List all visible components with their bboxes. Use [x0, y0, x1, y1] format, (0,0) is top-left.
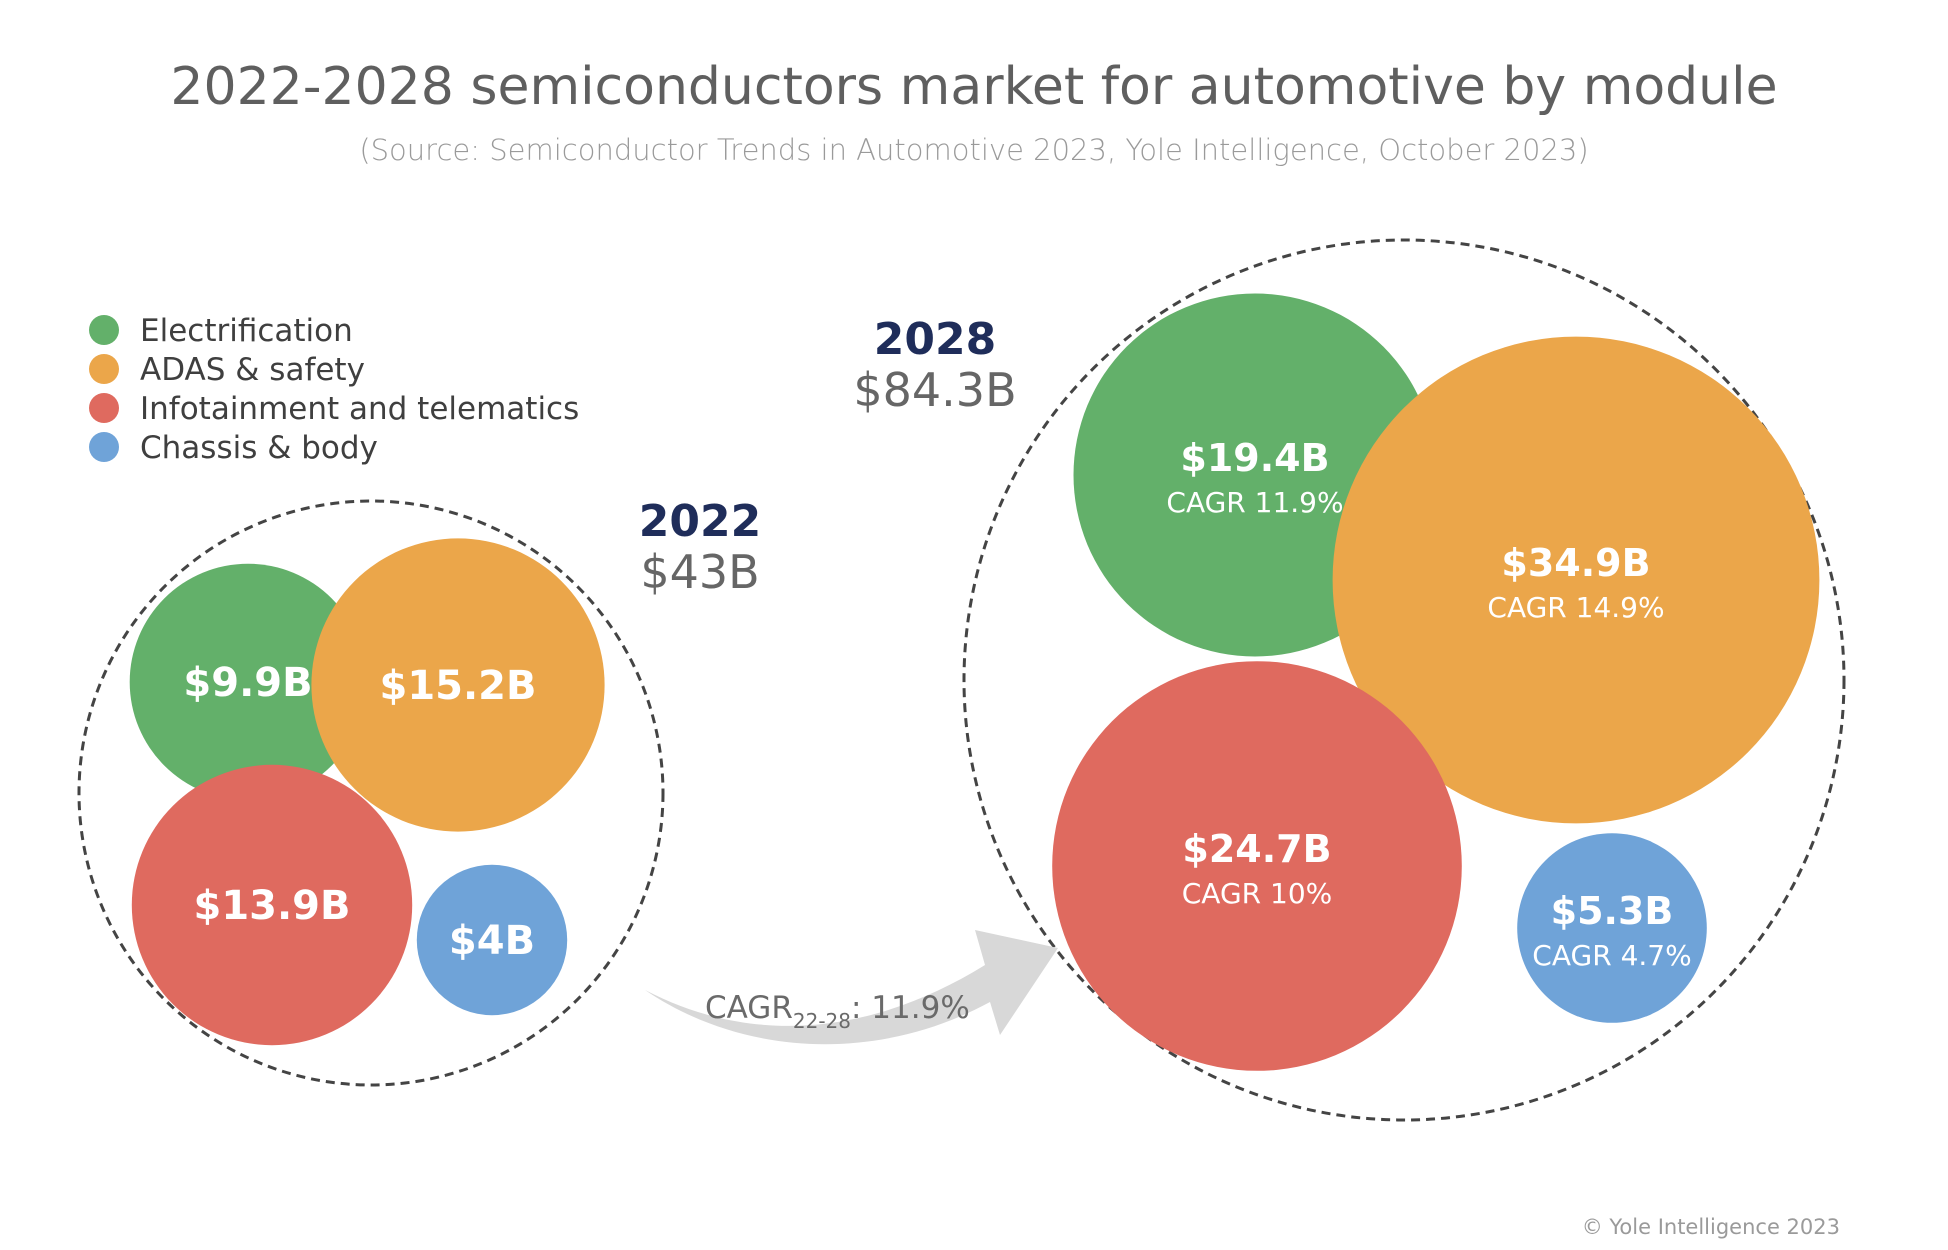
bubble-value-adas-safety-2022: $15.2B — [379, 663, 536, 709]
growth-arrow-shape — [645, 930, 1058, 1045]
growth-arrow: CAGR22-28: 11.9% — [645, 930, 1058, 1045]
legend-marker-electrification — [89, 315, 119, 345]
legend-label-infotainment-and-telematics: Infotainment and telematics — [140, 391, 579, 427]
copyright: © Yole Intelligence 2023 — [1582, 1215, 1840, 1239]
bubble-value-electrification-2022: $9.9B — [183, 660, 312, 706]
group-year-2022: 2022 — [639, 496, 761, 547]
overall-cagr-label: CAGR22-28: 11.9% — [705, 990, 970, 1033]
bubble-infotainment-and-telematics-2028 — [1052, 661, 1462, 1071]
group-total-2028: $84.3B — [853, 363, 1016, 417]
overall-cagr-prefix: CAGR — [705, 990, 793, 1026]
overall-cagr-sub: 22-28 — [793, 1009, 851, 1033]
bubble-adas-safety-2028 — [1332, 336, 1820, 824]
bubble-value-adas-safety-2028: $34.9B — [1501, 541, 1650, 585]
bubble-cagr-infotainment-and-telematics-2028: CAGR 10% — [1182, 877, 1333, 910]
bubble-infotainment-and-telematics-2022 — [131, 764, 413, 1046]
bubble-group-2028: 2028$84.3B $19.4B CAGR 11.9% $34.9B CAGR 14.… — [853, 238, 1846, 1122]
legend-marker-chassis-body — [89, 432, 119, 462]
legend-marker-infotainment-and-telematics — [89, 393, 119, 423]
bubble-value-chassis-body-2022: $4B — [449, 918, 535, 964]
legend-marker-adas-safety — [89, 354, 119, 384]
group-total-2022: $43B — [640, 545, 759, 599]
legend-label-electrification: Electrification — [140, 313, 353, 349]
group-outline-2028 — [962, 238, 1846, 1122]
bubble-value-electrification-2028: $19.4B — [1180, 436, 1329, 480]
bubble-cagr-chassis-body-2028: CAGR 4.7% — [1532, 939, 1691, 972]
bubble-group-2022: 2022$43B $9.9B $15.2B $13.9B $4B — [77, 496, 761, 1087]
bubble-value-infotainment-and-telematics-2028: $24.7B — [1182, 827, 1331, 871]
bubble-value-chassis-body-2028: $5.3B — [1551, 889, 1674, 933]
bubble-groups: 2022$43B $9.9B $15.2B $13.9B $4B 2028$84.3B $1… — [77, 238, 1846, 1122]
bubble-cagr-adas-safety-2028: CAGR 14.9% — [1487, 591, 1664, 624]
chart-title: 2022-2028 semiconductors market for auto… — [170, 57, 1777, 117]
bubble-adas-safety-2022 — [311, 538, 605, 832]
bubble-value-infotainment-and-telematics-2022: $13.9B — [193, 883, 350, 929]
chart-subtitle: (Source: Semiconductor Trends in Automot… — [359, 133, 1588, 167]
overall-cagr-value: : 11.9% — [851, 990, 970, 1026]
bubble-chassis-body-2022 — [416, 864, 568, 1016]
group-year-2028: 2028 — [874, 314, 996, 365]
bubble-cagr-electrification-2028: CAGR 11.9% — [1166, 486, 1343, 519]
legend-label-chassis-body: Chassis & body — [140, 430, 378, 466]
legend-label-adas-safety: ADAS & safety — [140, 352, 365, 388]
bubble-chassis-body-2028 — [1517, 833, 1707, 1023]
group-outline-2022 — [77, 499, 665, 1087]
bubble-electrification-2022 — [129, 563, 367, 801]
